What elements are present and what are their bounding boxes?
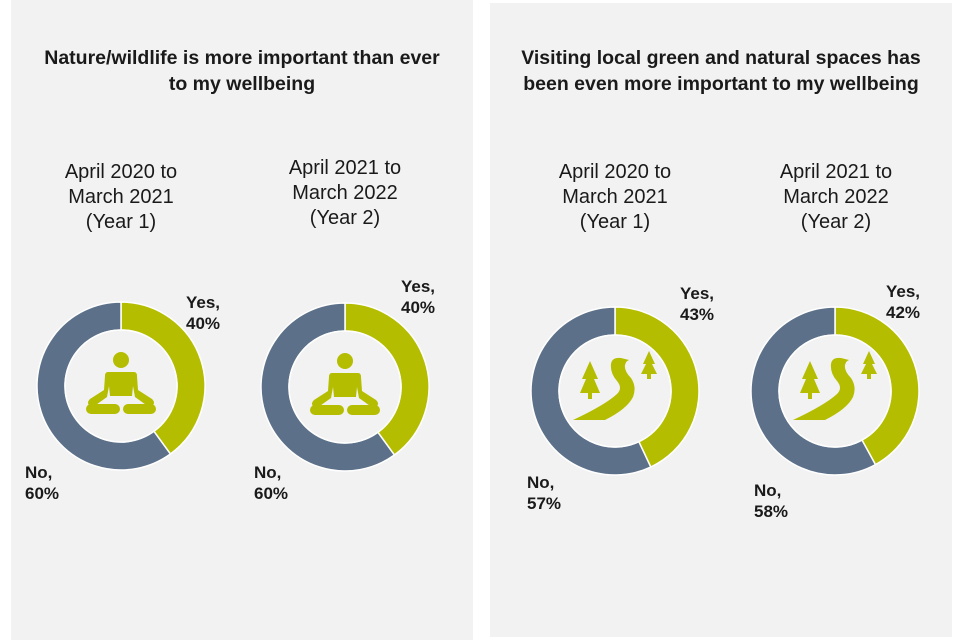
panel-title: Visiting local green and natural spaces … [521,47,921,95]
chart-1-period-title: April 2020 to March 2021 (Year 1) [64,161,178,233]
chart-2-no-label: No, 60% [254,463,289,503]
chart-1-no-label: No, 60% [25,463,60,503]
chart-3-period-title: April 2020 to March 2021 (Year 1) [558,161,672,233]
chart-2-yes-label: Yes, 40% [401,277,436,317]
panel-title: Nature/wildlife is more important than e… [44,47,440,95]
chart-3-no-label: No, 57% [527,473,562,513]
chart-3-yes-label: Yes, 43% [680,284,715,324]
chart-1-yes-label: Yes, 40% [186,293,221,333]
panel-nature-wildlife: Nature/wildlife is more important than e… [11,0,473,640]
chart-4-period-title: April 2021 to March 2022 (Year 2) [779,161,893,233]
panel-green-spaces: Visiting local green and natural spaces … [490,3,952,637]
chart-2-period-title: April 2021 to March 2022 (Year 2) [288,157,402,229]
chart-4-no-label: No, 58% [754,481,789,521]
chart-4-yes-label: Yes, 42% [886,282,921,322]
